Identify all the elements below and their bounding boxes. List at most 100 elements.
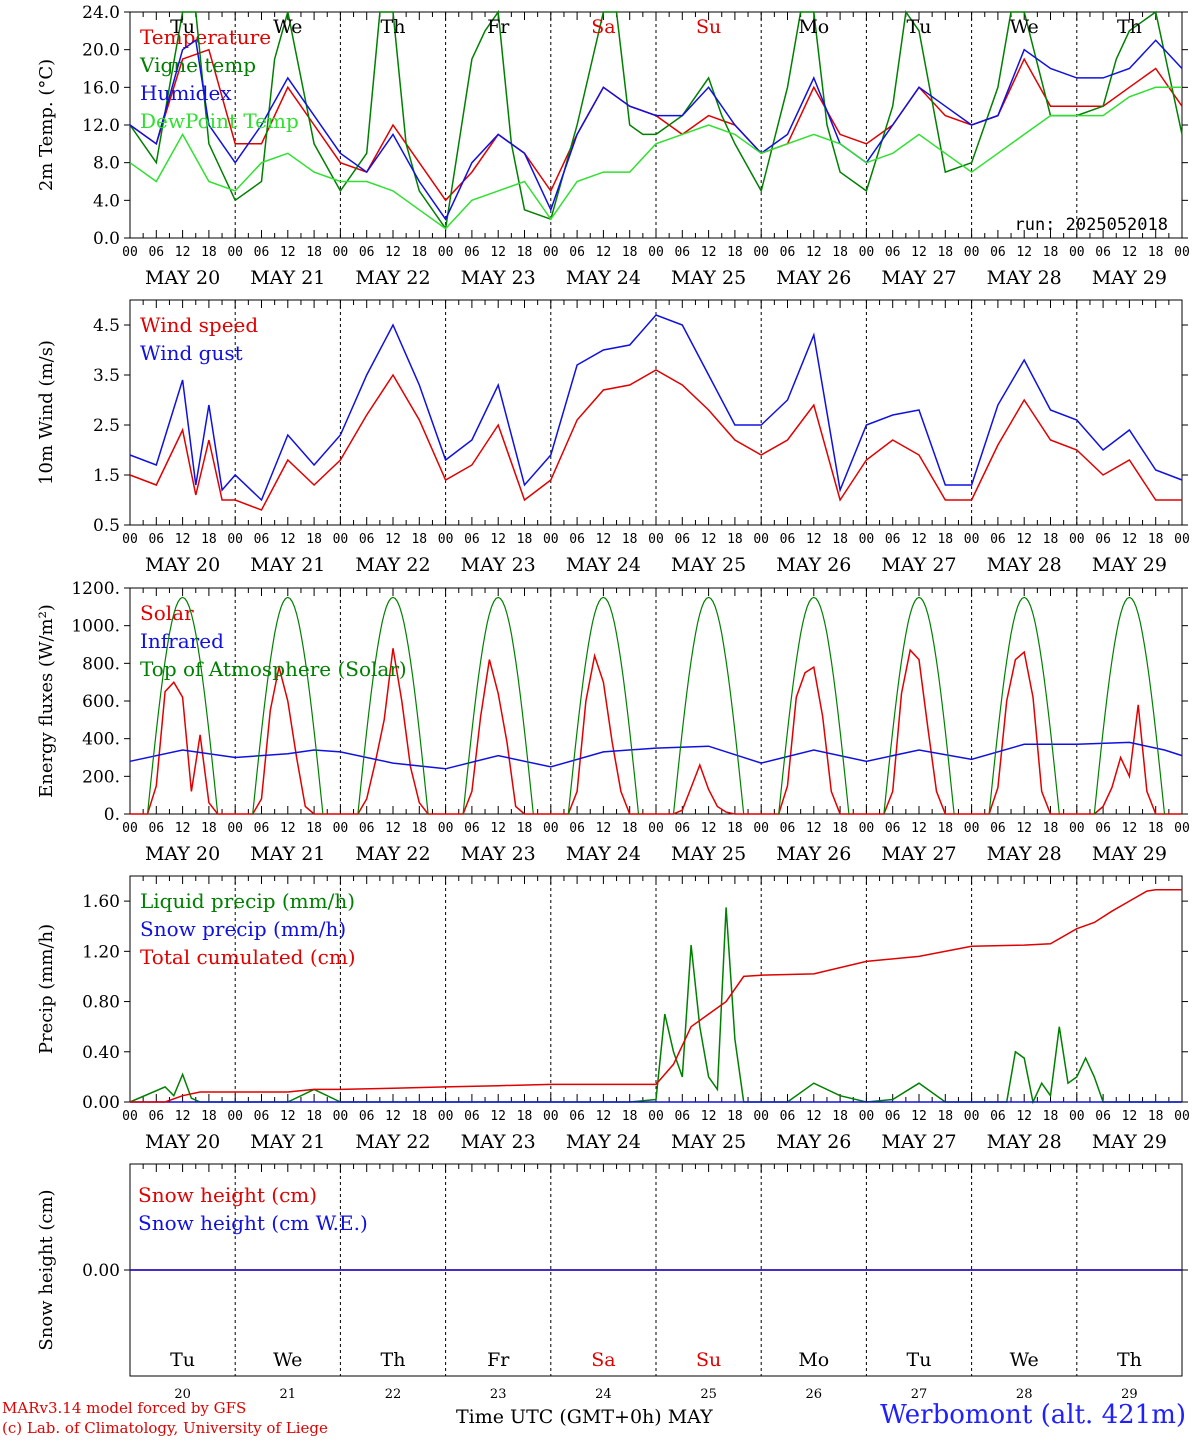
- hour-label: 06: [254, 821, 270, 836]
- date-label: MAY 23: [461, 843, 536, 865]
- date-label: MAY 26: [776, 554, 851, 576]
- hour-label: 18: [517, 821, 533, 836]
- hour-label: 12: [1016, 532, 1032, 547]
- weekday-label-top: Th: [381, 16, 406, 38]
- hour-label: 12: [1122, 245, 1138, 260]
- date-label: MAY 20: [145, 1131, 220, 1153]
- legend-entry: Solar: [140, 601, 194, 625]
- hour-label: 00: [438, 532, 454, 547]
- date-label: MAY 21: [250, 554, 325, 576]
- date-label: MAY 22: [355, 843, 430, 865]
- day-number: 29: [1121, 1387, 1138, 1402]
- hour-label: 18: [411, 1109, 427, 1124]
- legend-entry: Temperature: [140, 25, 271, 49]
- date-label: MAY 24: [566, 843, 641, 865]
- weekday-label-bottom: Tu: [907, 1349, 932, 1371]
- station-name: Werbomont (alt. 421m): [880, 1400, 1186, 1430]
- hour-label: 12: [490, 1109, 506, 1124]
- hour-label: 12: [911, 532, 927, 547]
- hour-label: 06: [990, 245, 1006, 260]
- hour-label: 18: [1148, 532, 1164, 547]
- series-line-2: [130, 889, 1182, 1103]
- hour-label: 00: [333, 245, 349, 260]
- date-label: MAY 24: [566, 267, 641, 289]
- date-label: MAY 26: [776, 1131, 851, 1153]
- hour-label: 12: [385, 532, 401, 547]
- hour-label: 00: [859, 1109, 875, 1124]
- hour-label: 00: [543, 532, 559, 547]
- date-label: MAY 27: [881, 1131, 956, 1153]
- hour-label: 18: [937, 245, 953, 260]
- hour-label: 12: [596, 532, 612, 547]
- hour-label: 00: [1174, 532, 1190, 547]
- weekday-label-top: Sa: [591, 16, 615, 38]
- hour-label: 18: [727, 1109, 743, 1124]
- hour-label: 12: [1122, 532, 1138, 547]
- series-toa-day-line: [883, 596, 955, 815]
- hour-label: 06: [359, 532, 375, 547]
- hour-label: 06: [990, 532, 1006, 547]
- weekday-label-bottom: Th: [381, 1349, 406, 1371]
- hour-label: 18: [622, 245, 638, 260]
- hour-label: 12: [175, 245, 191, 260]
- date-label: MAY 29: [1092, 554, 1167, 576]
- series-toa-day-line: [357, 596, 429, 815]
- weekday-label-bottom: We: [1010, 1349, 1039, 1371]
- weekday-label-top: Fr: [487, 16, 510, 38]
- date-label: MAY 20: [145, 554, 220, 576]
- hour-label: 12: [806, 821, 822, 836]
- weekday-label-top: We: [1010, 16, 1039, 38]
- hour-label: 06: [885, 532, 901, 547]
- hour-label: 06: [359, 821, 375, 836]
- hour-label: 12: [701, 245, 717, 260]
- y-tick-label: 800.: [82, 654, 120, 674]
- weekday-label-top: Tu: [907, 16, 932, 38]
- hour-label: 18: [201, 532, 217, 547]
- hour-label: 00: [964, 245, 980, 260]
- hour-label: 12: [175, 1109, 191, 1124]
- series-toa-day-line: [778, 596, 850, 815]
- lab-credit: (c) Lab. of Climatology, University of L…: [2, 1419, 328, 1437]
- series-line-1: [129, 9, 1183, 231]
- hour-label: 06: [464, 1109, 480, 1124]
- hour-label: 00: [122, 245, 138, 260]
- hour-label: 18: [306, 532, 322, 547]
- hour-label: 18: [1148, 821, 1164, 836]
- hour-label: 06: [1095, 1109, 1111, 1124]
- hour-label: 18: [201, 245, 217, 260]
- series-toa-day-line: [672, 596, 745, 815]
- date-label: MAY 29: [1092, 267, 1167, 289]
- hour-label: 12: [280, 245, 296, 260]
- hour-label: 06: [780, 532, 796, 547]
- hour-label: 12: [175, 821, 191, 836]
- day-number: 23: [490, 1387, 507, 1402]
- hour-label: 06: [359, 245, 375, 260]
- legend-entry: Snow height (cm W.E.): [138, 1211, 368, 1235]
- y-tick-label: 8.0: [93, 154, 120, 174]
- hour-label: 06: [569, 1109, 585, 1124]
- y-tick-label: 0.5: [93, 516, 120, 536]
- weekday-label-bottom: Mo: [798, 1349, 829, 1371]
- hour-label: 12: [701, 1109, 717, 1124]
- y-tick-label: 0.80: [82, 993, 120, 1013]
- y-tick-label: 16.0: [82, 78, 120, 98]
- hour-label: 12: [806, 1109, 822, 1124]
- hour-label: 18: [411, 821, 427, 836]
- hour-label: 18: [1043, 532, 1059, 547]
- hour-label: 18: [622, 532, 638, 547]
- hour-label: 00: [859, 821, 875, 836]
- hour-label: 12: [1016, 245, 1032, 260]
- hour-label: 00: [753, 821, 769, 836]
- series-line-1: [129, 314, 1183, 502]
- hour-label: 12: [1122, 821, 1138, 836]
- hour-label: 18: [201, 1109, 217, 1124]
- hour-label: 00: [1069, 532, 1085, 547]
- y-axis-label: Snow height (cm): [36, 1189, 57, 1350]
- hour-label: 06: [359, 1109, 375, 1124]
- y-tick-label: 4.5: [93, 316, 120, 336]
- date-label: MAY 20: [145, 843, 220, 865]
- hour-label: 00: [753, 245, 769, 260]
- day-number: 21: [280, 1387, 297, 1402]
- hour-label: 06: [148, 245, 164, 260]
- series-toa-day-line: [462, 596, 534, 815]
